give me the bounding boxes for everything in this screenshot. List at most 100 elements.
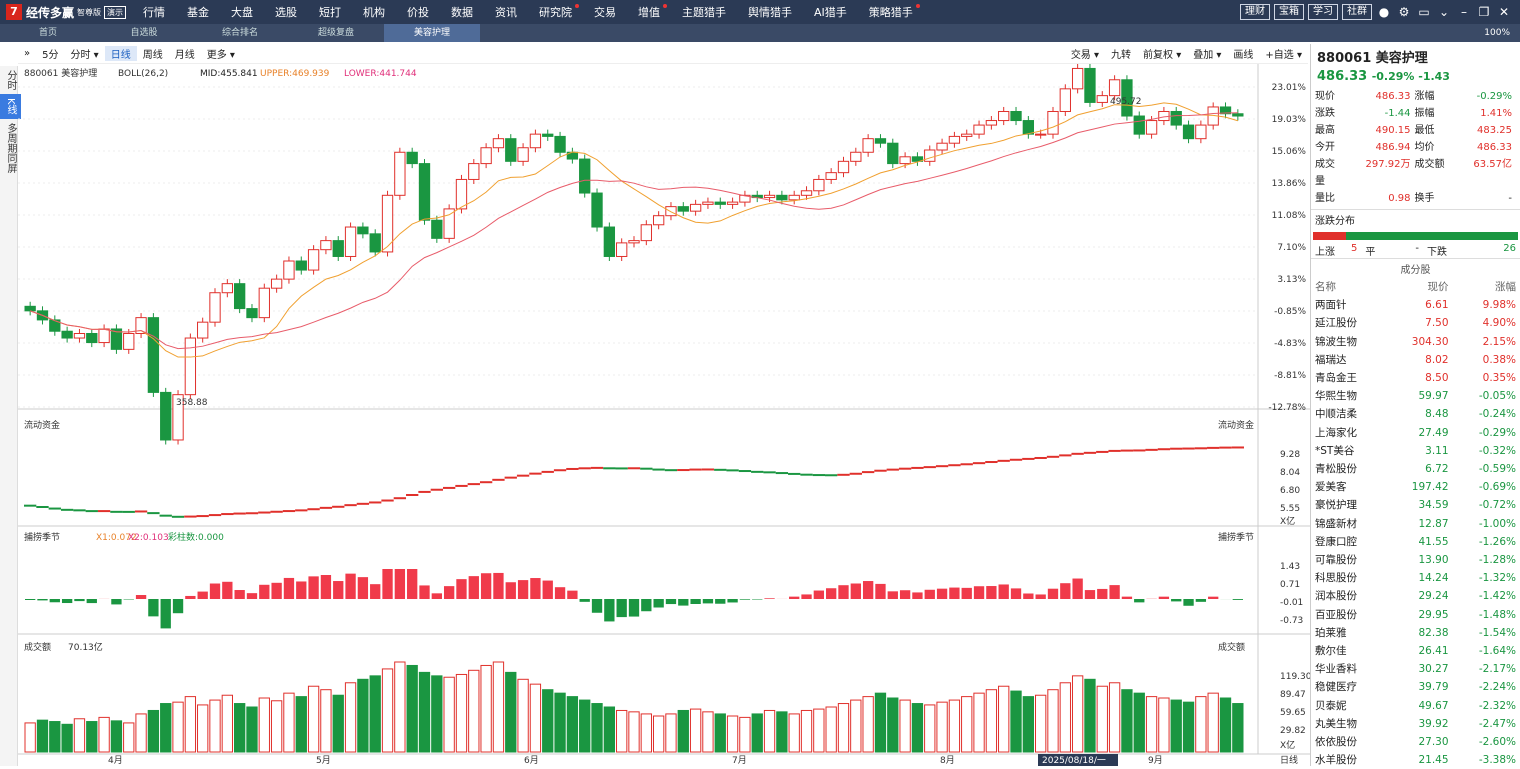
candle: [986, 121, 996, 126]
tab[interactable]: 综合排名: [192, 24, 288, 42]
menu-item[interactable]: 舆情猎手: [737, 4, 803, 20]
menu-item[interactable]: 选股: [264, 4, 308, 20]
stock-name: 上海家化: [1311, 424, 1386, 442]
menu-item[interactable]: AI猎手: [803, 4, 858, 20]
tab[interactable]: 超级复盘: [288, 24, 384, 42]
catch-bar: [234, 590, 244, 599]
volume-bar: [1134, 693, 1144, 752]
window-icon[interactable]: ▭: [1416, 5, 1432, 19]
period-button[interactable]: 月线: [169, 46, 201, 61]
down-count: 26: [1503, 243, 1516, 258]
menu-item[interactable]: 资讯: [484, 4, 528, 20]
menu-item[interactable]: 机构: [352, 4, 396, 20]
period-button[interactable]: 日线: [105, 46, 137, 61]
menu-item[interactable]: 研究院: [528, 4, 583, 20]
toolbar-button[interactable]: 叠加 ▾: [1187, 46, 1227, 61]
candle: [493, 139, 503, 148]
catch-bar: [580, 599, 590, 602]
menu-item[interactable]: 短打: [308, 4, 352, 20]
tab[interactable]: 首页: [0, 24, 96, 42]
menu-item[interactable]: 策略猎手: [858, 4, 924, 20]
stock-price: 304.30: [1386, 333, 1453, 351]
period-button[interactable]: 更多 ▾: [201, 46, 241, 61]
candle: [1036, 134, 1046, 135]
top-button[interactable]: 宝箱: [1274, 4, 1304, 20]
menu-item[interactable]: 大盘: [220, 4, 264, 20]
stock-name: 润本股份: [1311, 587, 1386, 605]
menu-item[interactable]: 交易: [583, 4, 627, 20]
tab[interactable]: 自选股: [96, 24, 192, 42]
toolbar-button[interactable]: 交易 ▾: [1065, 46, 1105, 61]
stock-price: 13.90: [1386, 551, 1453, 569]
zoom-level[interactable]: 100%: [1484, 28, 1520, 38]
toolbar-button[interactable]: +自选 ▾: [1259, 46, 1308, 61]
volume-bar: [432, 676, 442, 752]
menu-item[interactable]: 主题猎手: [671, 4, 737, 20]
candle: [432, 220, 442, 238]
user-icon[interactable]: ●: [1376, 5, 1392, 19]
top-button[interactable]: 理财: [1240, 4, 1270, 20]
volume-bar: [678, 710, 688, 752]
stock-price: 27.49: [1386, 424, 1453, 442]
menu-item[interactable]: 价投: [396, 4, 440, 20]
toolbar-button[interactable]: 前复权 ▾: [1137, 46, 1187, 61]
high-marker: 495.72: [1110, 97, 1142, 107]
volume-bar: [1085, 679, 1095, 752]
toolbar-button[interactable]: 画线: [1227, 46, 1259, 61]
restore-icon[interactable]: ❐: [1476, 5, 1492, 19]
catch-bar: [87, 599, 97, 603]
catch-bar: [161, 599, 171, 628]
top-button[interactable]: 社群: [1342, 4, 1372, 20]
catch-bar: [308, 576, 318, 599]
menu-item[interactable]: 增值: [627, 4, 671, 20]
period-button[interactable]: 周线: [137, 46, 169, 61]
tab[interactable]: 美容护理: [384, 24, 480, 42]
chevron-down-icon[interactable]: ⌄: [1436, 5, 1452, 19]
volume-bar: [1233, 704, 1243, 752]
top-button[interactable]: 学习: [1308, 4, 1338, 20]
gear-icon[interactable]: ⚙: [1396, 5, 1412, 19]
stock-name: 青松股份: [1311, 460, 1386, 478]
menu-item[interactable]: 数据: [440, 4, 484, 20]
menu-item[interactable]: 基金: [176, 4, 220, 20]
volume-bar: [333, 695, 343, 752]
month-label: 6月: [524, 755, 539, 766]
close-icon[interactable]: ✕: [1496, 5, 1512, 19]
stock-name: 水羊股份: [1311, 751, 1386, 769]
expand-icon[interactable]: »: [18, 48, 36, 59]
toolbar-button[interactable]: 九转: [1105, 46, 1137, 61]
minimize-icon[interactable]: –: [1456, 5, 1472, 19]
period-button[interactable]: 分时 ▾: [65, 46, 105, 61]
menu-item[interactable]: 行情: [132, 4, 176, 20]
period-button[interactable]: 5分: [36, 46, 64, 61]
